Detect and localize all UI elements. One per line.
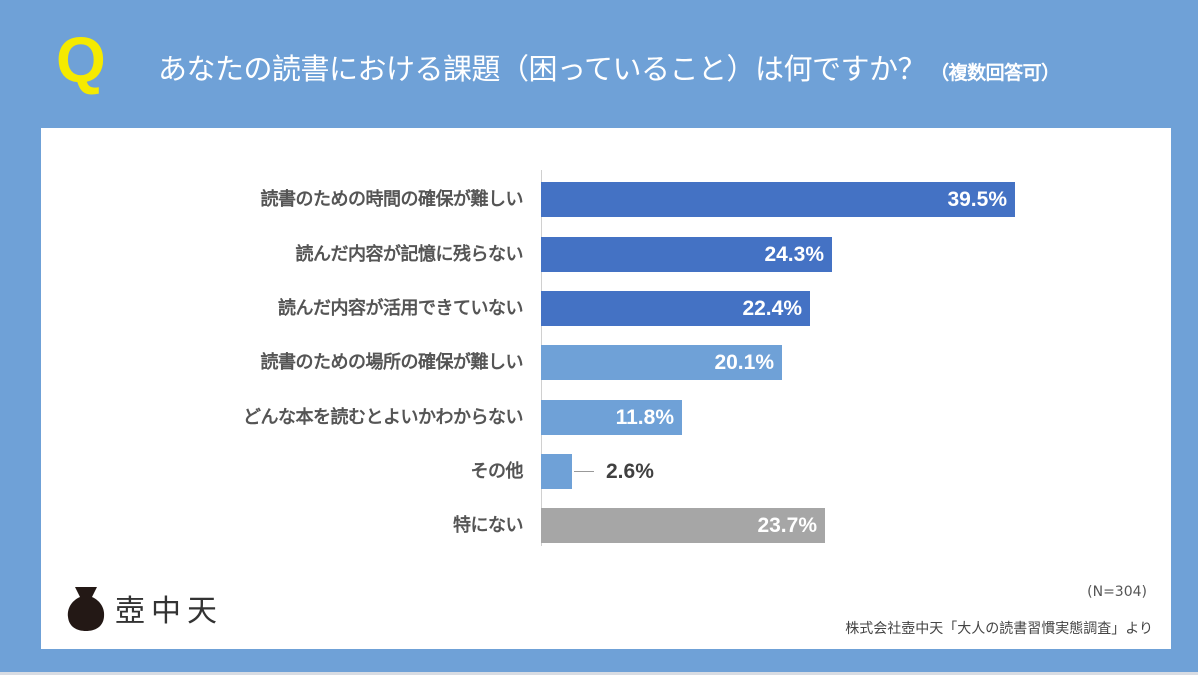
page-title: あなたの読書における課題（困っていること）は何ですか？ （複数回答可） — [158, 46, 1060, 88]
category-label: どんな本を読むとよいかわからない — [243, 407, 524, 428]
bar-row: その他 2.6% — [41, 454, 1171, 489]
bar: 39.5% — [541, 182, 1015, 217]
value-label: 2.6% — [606, 460, 654, 483]
bar-row: 読書のための場所の確保が難しい 20.1% — [41, 345, 1171, 380]
q-mark: Q — [56, 24, 106, 96]
bar: 23.7% — [541, 508, 825, 543]
bar-row: 特にない 23.7% — [41, 508, 1171, 543]
bottom-border — [0, 672, 1198, 675]
company-logo: 壺中天 — [67, 585, 223, 631]
bar: 11.8% — [541, 400, 682, 435]
logo-text: 壺中天 — [115, 594, 223, 629]
bar-row: 読んだ内容が記憶に残らない 24.3% — [41, 237, 1171, 272]
chart-panel: 読書のための時間の確保が難しい 39.5% 読んだ内容が記憶に残らない 24.3… — [41, 128, 1171, 649]
value-label: 22.4% — [742, 297, 802, 320]
value-label: 23.7% — [757, 514, 817, 537]
category-label: 読書のための場所の確保が難しい — [260, 352, 524, 373]
bar: 22.4% — [541, 291, 810, 326]
title-note: （複数回答可） — [930, 62, 1060, 84]
category-label: 読んだ内容が記憶に残らない — [295, 244, 524, 265]
category-label: 読んだ内容が活用できていない — [278, 298, 524, 319]
bar-row: どんな本を読むとよいかわからない 11.8% — [41, 400, 1171, 435]
source-note: 株式会社壺中天「大人の読書習慣実態調査」より — [845, 621, 1153, 637]
pot-icon — [67, 587, 105, 631]
category-label: 読書のための時間の確保が難しい — [260, 189, 524, 210]
title-main: あなたの読書における課題（困っていること）は何ですか？ — [158, 52, 927, 86]
value-label: 20.1% — [714, 351, 774, 374]
category-label: 特にない — [453, 515, 524, 536]
bar: 24.3% — [541, 237, 832, 272]
value-label: 39.5% — [947, 188, 1007, 211]
leader-line — [574, 471, 594, 472]
value-label: 24.3% — [764, 243, 824, 266]
bar-row: 読書のための時間の確保が難しい 39.5% — [41, 182, 1171, 217]
bar: 20.1% — [541, 345, 782, 380]
bar — [541, 454, 572, 489]
sample-size: (N=304) — [1087, 584, 1147, 600]
category-label: その他 — [470, 461, 524, 482]
bar-row: 読んだ内容が活用できていない 22.4% — [41, 291, 1171, 326]
value-label: 11.8% — [615, 406, 674, 429]
